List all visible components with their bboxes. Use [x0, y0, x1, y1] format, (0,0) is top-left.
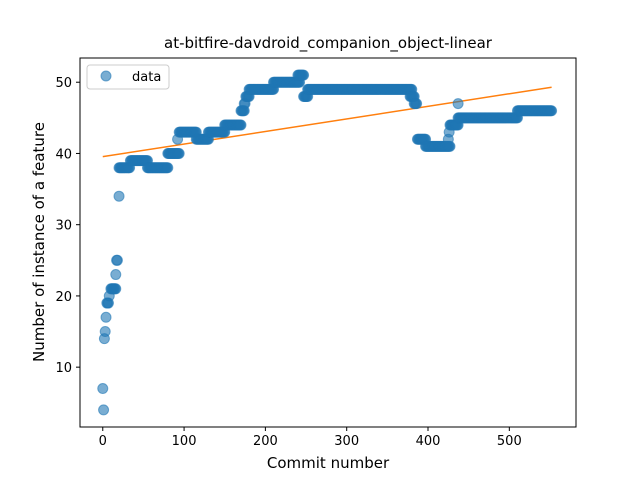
- data-point: [110, 269, 122, 281]
- linear-fit-line: [102, 86, 552, 158]
- data-point: [98, 404, 110, 416]
- data-point: [111, 254, 123, 266]
- legend-marker-data: [100, 70, 112, 82]
- data-point: [100, 311, 112, 323]
- y-tick-label: 50: [55, 76, 72, 91]
- y-tick-label: 30: [55, 219, 72, 234]
- data-point: [173, 147, 185, 159]
- x-tick-label: 0: [99, 434, 107, 449]
- plot-frame: [79, 57, 577, 428]
- data-point: [162, 162, 174, 174]
- legend-label-data: data: [132, 70, 161, 85]
- x-tick-label: 400: [416, 434, 441, 449]
- plot-area: [79, 57, 577, 428]
- data-point: [113, 190, 125, 202]
- x-tick-label: 500: [497, 434, 522, 449]
- data-point: [546, 105, 558, 117]
- data-point: [110, 283, 122, 295]
- data-point: [235, 119, 247, 131]
- chart-title: at-bitfire-davdroid_companion_object-lin…: [164, 34, 493, 53]
- data-point: [411, 98, 423, 110]
- fit-line-layer: [102, 86, 552, 158]
- y-axis: 10 20 30 40 50: [55, 76, 80, 376]
- data-point: [298, 69, 310, 81]
- y-tick-label: 10: [55, 361, 72, 376]
- x-axis-label: Commit number: [267, 454, 390, 472]
- data-points-layer: [97, 69, 558, 416]
- x-tick-label: 100: [172, 434, 197, 449]
- data-point: [452, 98, 464, 110]
- y-tick-label: 40: [55, 147, 72, 162]
- data-point: [97, 383, 109, 395]
- legend: data: [86, 64, 170, 90]
- y-tick-label: 20: [55, 290, 72, 305]
- x-tick-label: 200: [253, 434, 278, 449]
- x-tick-label: 300: [334, 434, 359, 449]
- y-axis-label: Number of instance of a feature: [30, 122, 48, 362]
- data-point: [99, 326, 111, 338]
- x-axis: 0 100 200 300 400 500: [99, 427, 522, 449]
